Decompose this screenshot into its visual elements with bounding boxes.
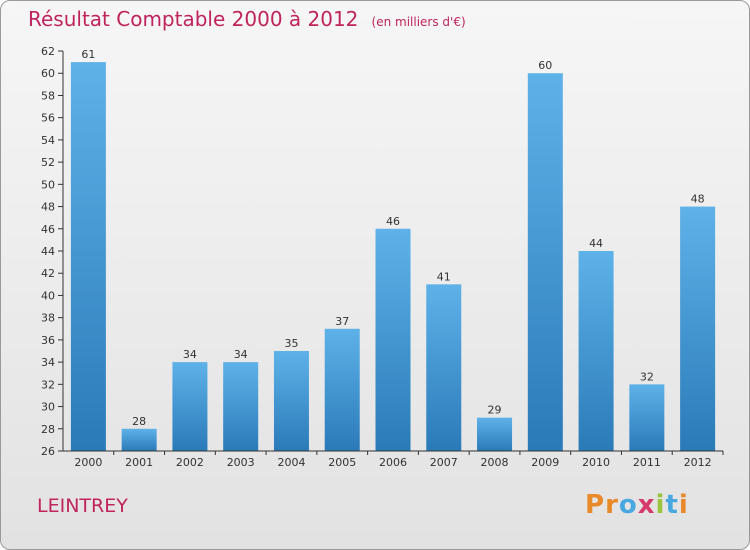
bar-2011: [629, 384, 665, 451]
bar-2000: [70, 62, 106, 451]
y-tick-label-62: 62: [41, 45, 55, 58]
bar-2007: [426, 284, 462, 451]
x-tick-label-2000: 2000: [74, 456, 102, 469]
bar-2008: [477, 417, 513, 451]
value-label-2002: 34: [183, 348, 197, 361]
commune-name: LEINTREY: [37, 495, 128, 517]
value-label-2011: 32: [640, 370, 654, 383]
value-label-2000: 61: [81, 48, 95, 61]
logo-letter: r: [605, 490, 619, 520]
y-tick-label-38: 38: [41, 312, 55, 325]
bar-2009: [527, 73, 563, 451]
x-tick-label-2011: 2011: [633, 456, 661, 469]
logo-letter: x: [637, 490, 656, 520]
bar-2003: [223, 362, 259, 451]
proxiti-logo: Proxiti: [585, 490, 689, 520]
x-tick-label-2002: 2002: [176, 456, 204, 469]
value-label-2010: 44: [589, 237, 603, 250]
y-tick-label-32: 32: [41, 378, 55, 391]
chart-header: Résultat Comptable 2000 à 2012 (en milli…: [28, 7, 466, 31]
x-tick-label-2010: 2010: [582, 456, 610, 469]
y-tick-label-46: 46: [41, 223, 55, 236]
value-label-2004: 35: [284, 337, 298, 350]
chart-title: Résultat Comptable 2000 à 2012: [28, 7, 359, 31]
logo-letter: i: [678, 490, 689, 520]
x-tick-label-2001: 2001: [125, 456, 153, 469]
x-tick-label-2007: 2007: [430, 456, 458, 469]
y-tick-label-48: 48: [41, 201, 55, 214]
y-tick-label-56: 56: [41, 112, 55, 125]
x-tick-label-2003: 2003: [227, 456, 255, 469]
logo-letter: t: [665, 490, 679, 520]
value-label-2001: 28: [132, 415, 146, 428]
logo-letter: i: [655, 490, 666, 520]
y-tick-label-36: 36: [41, 334, 55, 347]
value-label-2003: 34: [234, 348, 248, 361]
bar-2012: [680, 206, 716, 451]
value-label-2008: 29: [488, 404, 502, 417]
x-tick-label-2004: 2004: [277, 456, 305, 469]
y-tick-label-58: 58: [41, 89, 55, 102]
x-tick-label-2012: 2012: [684, 456, 712, 469]
y-tick-label-54: 54: [41, 134, 55, 147]
y-tick-label-60: 60: [41, 67, 55, 80]
bar-2001: [121, 428, 157, 451]
logo-letter: o: [618, 490, 638, 520]
y-tick-label-30: 30: [41, 401, 55, 414]
value-label-2006: 46: [386, 215, 400, 228]
chart-subtitle: (en milliers d'€): [371, 15, 466, 29]
x-tick-label-2008: 2008: [481, 456, 509, 469]
bar-2002: [172, 362, 208, 451]
y-tick-label-40: 40: [41, 289, 55, 302]
logo-letter: P: [585, 490, 606, 520]
x-tick-label-2005: 2005: [328, 456, 356, 469]
value-label-2009: 60: [538, 59, 552, 72]
value-label-2005: 37: [335, 315, 349, 328]
bar-2005: [324, 328, 360, 451]
y-tick-label-42: 42: [41, 267, 55, 280]
y-tick-label-28: 28: [41, 423, 55, 436]
x-tick-label-2009: 2009: [531, 456, 559, 469]
value-label-2007: 41: [437, 270, 451, 283]
bar-2006: [375, 228, 411, 451]
y-tick-label-44: 44: [41, 245, 55, 258]
y-tick-label-34: 34: [41, 356, 55, 369]
x-tick-label-2006: 2006: [379, 456, 407, 469]
bar-2004: [273, 351, 309, 451]
y-tick-label-50: 50: [41, 178, 55, 191]
value-label-2012: 48: [691, 193, 705, 206]
y-tick-label-26: 26: [41, 445, 55, 458]
y-tick-label-52: 52: [41, 156, 55, 169]
bar-2010: [578, 251, 614, 451]
